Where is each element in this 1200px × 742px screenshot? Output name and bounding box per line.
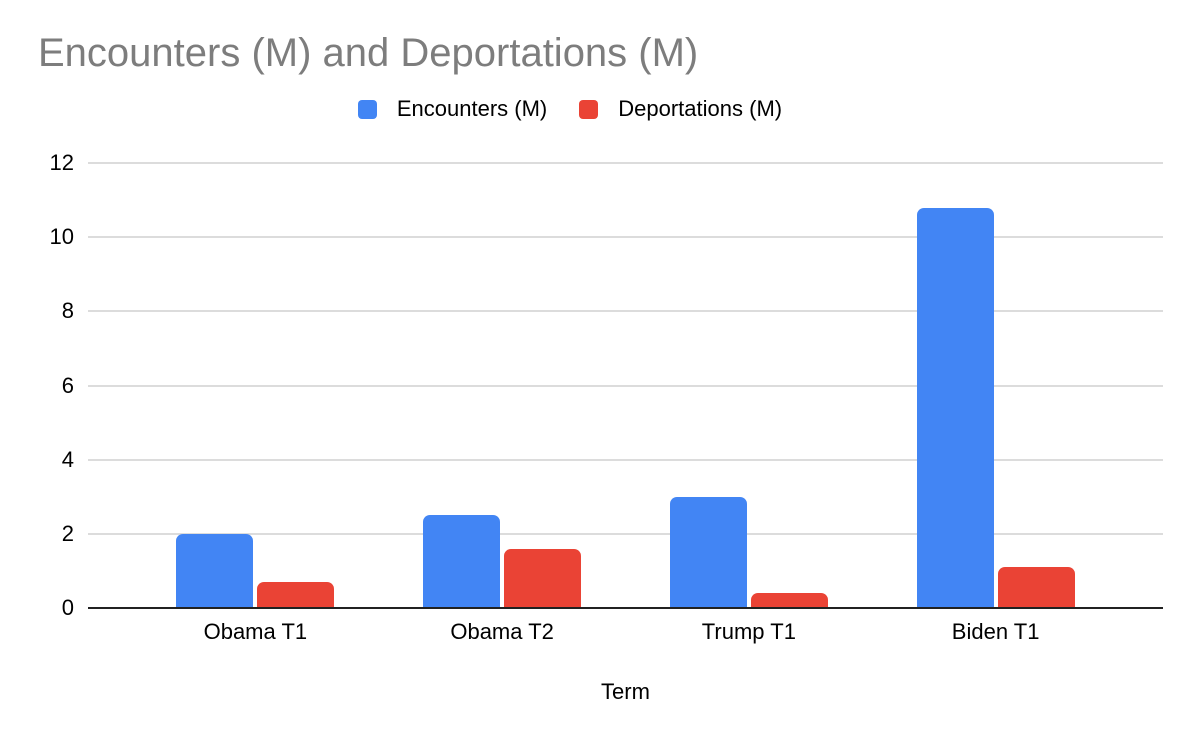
- x-axis-labels: Obama T1 Obama T2 Trump T1 Biden T1: [88, 619, 1163, 645]
- bar-deportations-m-trump-t1: [750, 593, 828, 608]
- legend-swatch-encounters-m: [357, 99, 377, 119]
- chart-title: Encounters (M) and Deportations (M): [38, 31, 699, 75]
- legend-label: Encounters (M): [396, 96, 548, 121]
- x-label-obama-t1: Obama T1: [203, 619, 308, 644]
- bar-group-biden-t1: [872, 207, 1119, 608]
- y-tick-label-2: 2: [61, 520, 74, 546]
- legend-item-deportations-m: Deportations (M): [579, 96, 782, 122]
- x-axis-line: [88, 607, 1163, 609]
- y-tick-label-10: 10: [49, 224, 74, 250]
- legend-swatch-deportations-m: [579, 99, 599, 119]
- plot-area: 0 2 4 6 8 10 12: [50, 150, 1163, 620]
- x-label-trump-t1: Trump T1: [701, 619, 796, 644]
- bar-encounters-m-obama-t2: [423, 515, 501, 608]
- gridline-10: [88, 236, 1163, 239]
- gridline-4: [88, 458, 1163, 461]
- bar-deportations-m-obama-t2: [504, 548, 582, 608]
- bar-encounters-m-obama-t1: [176, 533, 254, 608]
- gridline-6: [88, 384, 1163, 387]
- gridline-2: [88, 532, 1163, 535]
- bar-deportations-m-obama-t1: [257, 582, 335, 608]
- y-tick-label-6: 6: [61, 372, 74, 398]
- gridline-12: [88, 162, 1163, 164]
- y-tick-label-8: 8: [61, 298, 74, 324]
- chart-legend: Encounters (M) Deportations (M): [0, 96, 1140, 122]
- bar-group-obama-t2: [379, 515, 626, 608]
- y-tick-label-0: 0: [61, 595, 74, 620]
- bar-encounters-m-biden-t1: [916, 207, 994, 608]
- x-axis-title: Term: [601, 679, 650, 704]
- bars-container: [88, 163, 1163, 608]
- legend-label: Deportations (M): [618, 96, 783, 121]
- y-tick-label-12: 12: [49, 150, 74, 175]
- x-label-biden-t1: Biden T1: [951, 619, 1040, 644]
- legend-item-encounters-m: Encounters (M): [357, 96, 548, 122]
- x-label-obama-t2: Obama T2: [450, 619, 554, 644]
- y-tick-label-4: 4: [61, 446, 74, 472]
- bar-deportations-m-biden-t1: [997, 567, 1075, 608]
- bar-group-obama-t1: [132, 533, 379, 608]
- bar-encounters-m-trump-t1: [669, 496, 747, 608]
- gridline-8: [88, 310, 1163, 313]
- bar-group-trump-t1: [626, 496, 873, 608]
